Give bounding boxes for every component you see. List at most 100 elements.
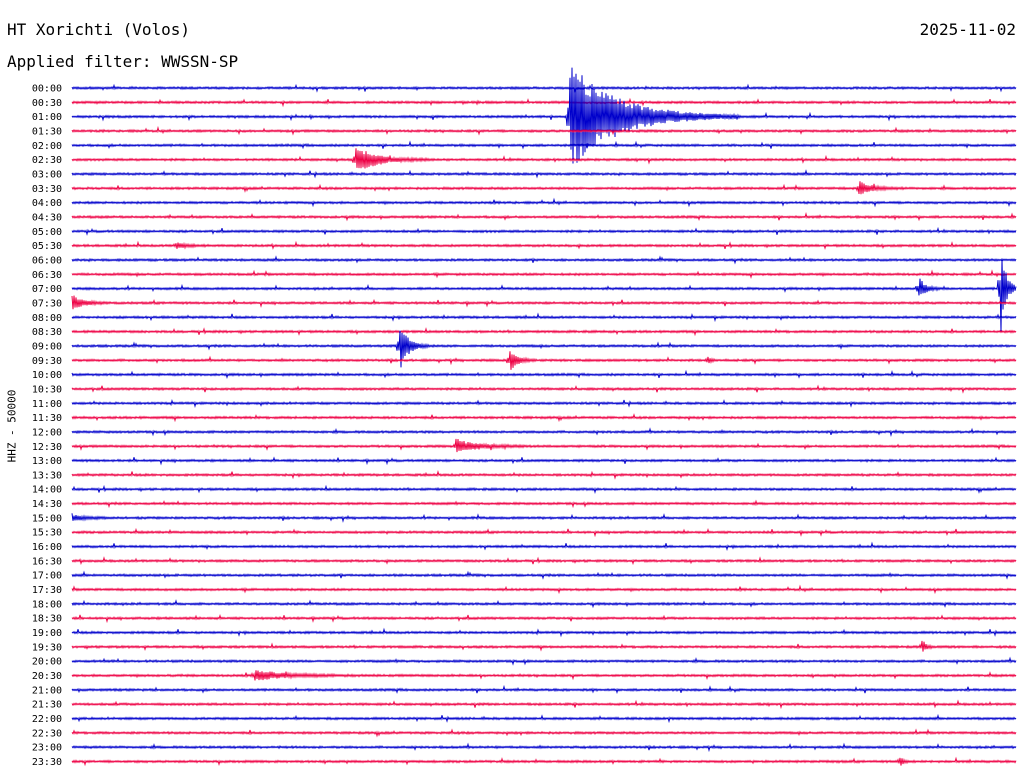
row-label: 20:30: [32, 671, 62, 682]
row-label: 15:00: [32, 513, 62, 524]
row-label: 07:00: [32, 284, 62, 295]
trace-line: [71, 438, 1017, 453]
row-label: 22:00: [32, 714, 62, 725]
row-label: 12:30: [32, 442, 62, 453]
row-label: 06:00: [32, 255, 62, 266]
trace-line: [71, 148, 1017, 169]
trace-line: [71, 456, 1017, 466]
row-label: 19:00: [32, 628, 62, 639]
trace-line: [71, 67, 1017, 164]
row-label: 21:30: [32, 700, 62, 711]
trace-line: [71, 97, 1017, 108]
row-label: 17:30: [32, 585, 62, 596]
row-label: 09:00: [32, 341, 62, 352]
row-label: 07:30: [32, 298, 62, 309]
trace-line: [71, 584, 1017, 595]
trace-line: [71, 255, 1017, 265]
trace-line: [71, 556, 1017, 566]
row-label: 10:30: [32, 384, 62, 395]
trace-line: [71, 656, 1017, 666]
trace-line: [71, 527, 1017, 538]
trace-line: [71, 226, 1017, 236]
trace-line: [71, 181, 1017, 195]
row-label: 14:30: [32, 499, 62, 510]
trace-line: [71, 169, 1017, 179]
row-label: 23:30: [32, 757, 62, 768]
trace-line: [71, 469, 1017, 480]
row-label: 08:00: [32, 313, 62, 324]
row-label: 23:00: [32, 743, 62, 754]
trace-line: [71, 211, 1017, 222]
row-label: 16:30: [32, 556, 62, 567]
row-label: 22:30: [32, 728, 62, 739]
trace-line: [71, 699, 1017, 710]
trace-line: [71, 728, 1017, 738]
trace-line: [71, 269, 1017, 279]
row-label: 09:30: [32, 356, 62, 367]
trace-line: [71, 684, 1017, 694]
trace-line: [71, 484, 1017, 494]
trace-line: [71, 330, 1017, 368]
row-label: 14:00: [32, 485, 62, 496]
row-label: 05:30: [32, 241, 62, 252]
trace-line: [71, 295, 1017, 310]
row-label: 08:30: [32, 327, 62, 338]
row-label: 20:00: [32, 657, 62, 668]
row-label: 02:00: [32, 141, 62, 152]
trace-line: [71, 627, 1017, 638]
trace-line: [71, 140, 1017, 150]
trace-line: [71, 327, 1017, 337]
trace-line: [71, 670, 1017, 681]
trace-line: [71, 312, 1017, 323]
row-label: 17:00: [32, 571, 62, 582]
row-label: 03:30: [32, 184, 62, 195]
row-label: 05:00: [32, 227, 62, 238]
row-label: 12:00: [32, 427, 62, 438]
date-label: 2025-11-02: [919, 20, 1016, 39]
trace-line: [71, 499, 1017, 509]
row-label: 10:00: [32, 370, 62, 381]
trace-line: [71, 240, 1017, 250]
trace-line: [71, 756, 1017, 767]
filter-label: Applied filter: WWSSN-SP: [7, 52, 239, 71]
row-label: 13:00: [32, 456, 62, 467]
row-label: 06:30: [32, 270, 62, 281]
trace-line: [71, 351, 1017, 370]
trace-line: [71, 384, 1017, 394]
row-label: 00:30: [32, 98, 62, 109]
trace-line: [71, 541, 1017, 552]
row-label: 15:30: [32, 528, 62, 539]
trace-line: [71, 125, 1017, 136]
row-label: 11:30: [32, 413, 62, 424]
row-label: 02:30: [32, 155, 62, 166]
trace-line: [71, 399, 1017, 409]
row-label: 16:00: [32, 542, 62, 553]
trace-line: [71, 713, 1017, 724]
trace-line: [71, 570, 1017, 580]
row-label: 19:30: [32, 642, 62, 653]
row-label: 01:00: [32, 112, 62, 123]
row-label: 18:00: [32, 599, 62, 610]
row-label: 00:00: [32, 84, 62, 95]
trace-line: [71, 640, 1017, 652]
trace-line: [71, 83, 1017, 93]
trace-line: [71, 197, 1017, 208]
row-label: 11:00: [32, 399, 62, 410]
trace-line: [71, 599, 1017, 609]
row-label: 04:00: [32, 198, 62, 209]
row-label: 03:00: [32, 169, 62, 180]
trace-line: [71, 413, 1017, 423]
row-label: 01:30: [32, 126, 62, 137]
row-label: 21:00: [32, 685, 62, 696]
row-label: 13:30: [32, 470, 62, 481]
trace-line: [71, 258, 1017, 333]
trace-line: [71, 513, 1017, 523]
station-title: HT Xorichti (Volos): [7, 20, 191, 39]
trace-line: [71, 742, 1017, 753]
trace-line: [71, 427, 1017, 437]
trace-line: [71, 614, 1017, 624]
row-label: 18:30: [32, 614, 62, 625]
row-label: 04:30: [32, 212, 62, 223]
trace-line: [71, 369, 1017, 379]
